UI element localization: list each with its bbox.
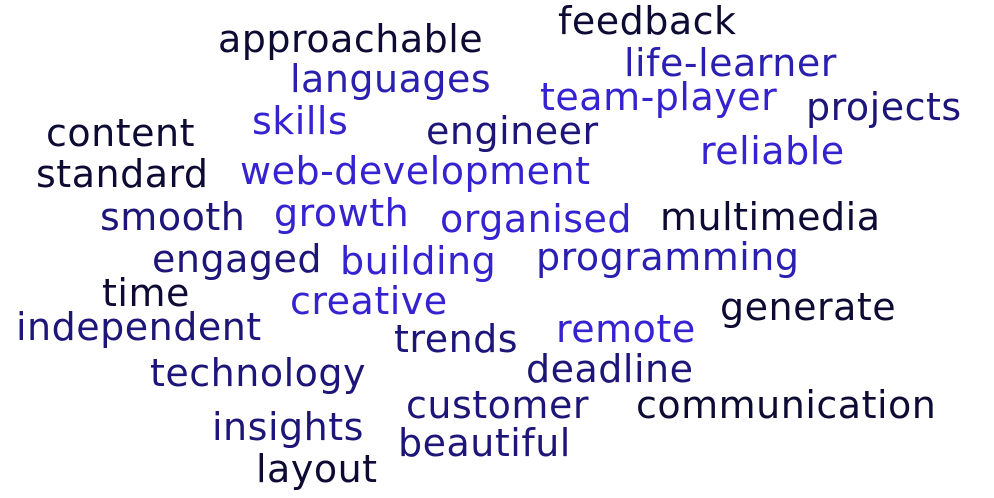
word-life-learner: life-learner	[624, 41, 837, 85]
word-web-development: web-development	[240, 149, 591, 193]
word-skills: skills	[252, 99, 349, 143]
word-communication: communication	[636, 383, 937, 427]
word-customer: customer	[406, 383, 589, 427]
word-engaged: engaged	[152, 237, 322, 281]
word-standard: standard	[36, 152, 209, 196]
word-technology: technology	[150, 351, 367, 395]
word-approachable: approachable	[218, 17, 484, 61]
word-remote: remote	[556, 307, 696, 351]
word-feedback: feedback	[558, 0, 737, 43]
word-smooth: smooth	[100, 195, 246, 239]
word-generate: generate	[720, 285, 897, 329]
word-trends: trends	[394, 317, 519, 361]
word-programming: programming	[536, 235, 800, 279]
word-insights: insights	[212, 405, 364, 449]
word-creative: creative	[290, 279, 448, 323]
word-engineer: engineer	[426, 109, 599, 153]
word-languages: languages	[290, 57, 492, 101]
word-layout: layout	[256, 447, 378, 491]
word-time: time	[102, 271, 190, 315]
word-projects: projects	[806, 85, 962, 129]
word-organised: organised	[440, 197, 633, 241]
word-beautiful: beautiful	[398, 421, 571, 465]
word-independent: independent	[16, 305, 262, 349]
word-multimedia: multimedia	[660, 195, 881, 239]
word-content: content	[46, 111, 195, 155]
word-growth: growth	[274, 191, 410, 235]
word-building: building	[340, 239, 497, 283]
word-team-player: team-player	[540, 75, 778, 119]
word-reliable: reliable	[700, 129, 845, 173]
word-deadline: deadline	[526, 347, 694, 391]
